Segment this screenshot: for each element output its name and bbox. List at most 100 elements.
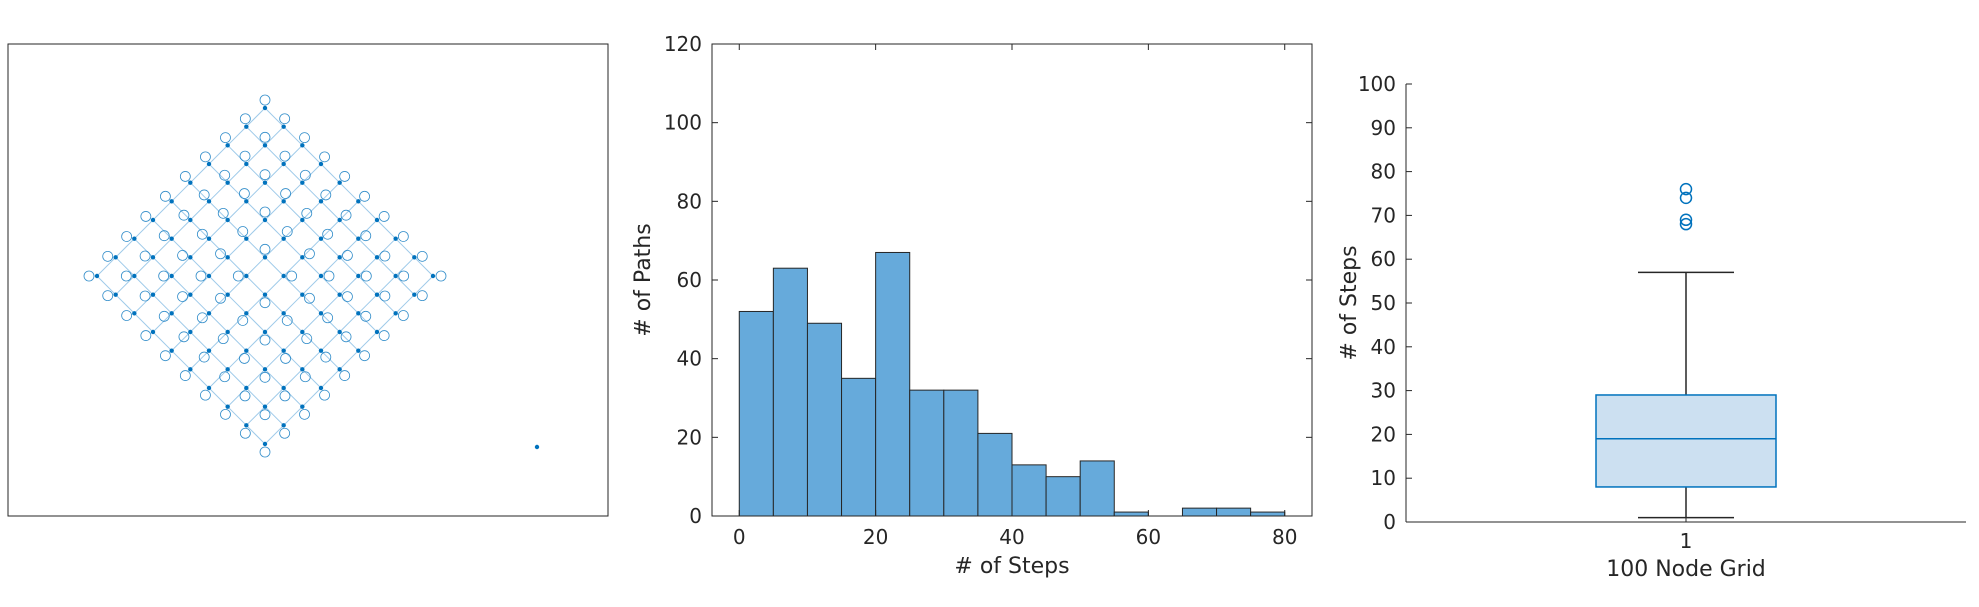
graph-edge (152, 312, 173, 333)
graph-edge (395, 256, 415, 277)
graph-edge (171, 219, 191, 240)
graph-node (225, 255, 230, 260)
graph-self-loop (220, 132, 231, 144)
graph-edge (227, 163, 247, 184)
graph-edge (245, 406, 266, 426)
graph-edge (357, 331, 378, 352)
graph-edge (320, 200, 341, 221)
graph-node (337, 255, 342, 260)
graph-node (150, 217, 156, 223)
graph-self-loop (320, 189, 332, 201)
graph-edge (264, 350, 285, 370)
histogram-bars (738, 251, 1286, 517)
graph-edge (301, 200, 322, 221)
graph-self-loop (359, 190, 370, 202)
graph-self-loop (279, 390, 291, 402)
graph-edge (96, 275, 117, 296)
histogram-y-tick-label: 20 (677, 425, 702, 449)
graph-node (132, 236, 137, 241)
graph-edge (227, 294, 247, 314)
graph-node (262, 404, 268, 409)
graph-edge (171, 312, 191, 333)
graph-node (262, 105, 268, 111)
graph-edge (245, 163, 266, 184)
histogram-y-tick-label: 100 (664, 111, 702, 135)
graph-edge (208, 294, 229, 314)
graph-edge (245, 350, 266, 370)
histogram-bar (909, 389, 945, 517)
graph-edge (283, 200, 303, 221)
graph-edge (301, 238, 322, 258)
boxplot-outlier (1679, 182, 1693, 196)
graph-edge (245, 182, 266, 202)
graph-node (244, 236, 249, 241)
graph-self-loop (259, 409, 271, 421)
graph-self-loop (238, 353, 250, 364)
graph-plot-frame (7, 43, 609, 517)
graph-self-loop (178, 331, 190, 343)
graph-edge (227, 238, 247, 258)
graph-node (150, 292, 156, 297)
graph-node (188, 367, 193, 372)
graph-node (300, 367, 305, 372)
graph-edge (301, 182, 322, 202)
graph-edge (152, 200, 173, 221)
histogram-bar (1181, 507, 1218, 517)
histogram-y-tick-label: 40 (677, 347, 702, 371)
graph-node (188, 180, 193, 185)
graph-self-loop (83, 270, 95, 282)
graph-node (281, 273, 286, 279)
boxplot-y-tick-label: 40 (1371, 335, 1396, 359)
graph-edge (264, 294, 285, 314)
graph-self-loop (323, 270, 335, 282)
graph-self-loop (239, 113, 251, 125)
graph-self-loop (239, 390, 251, 402)
graph-edge (395, 275, 415, 296)
graph-node (356, 348, 361, 353)
graph-edge (283, 126, 303, 146)
graph-edge (189, 200, 210, 221)
graph-edge (264, 406, 285, 426)
graph-node (300, 329, 305, 335)
graph-edge (264, 424, 285, 445)
histogram-x-ticks: 0 20 40 60 80 (733, 44, 1297, 549)
graph-self-loop (102, 290, 114, 302)
histogram-bar (738, 310, 774, 517)
graph-node (318, 385, 324, 391)
graph-self-loop (102, 250, 114, 262)
graph-self-loop (196, 228, 208, 240)
graph-node (356, 236, 361, 241)
graph-edge (208, 312, 229, 333)
graph-edge (208, 331, 229, 352)
graph-self-loop (319, 389, 330, 401)
graph-node (262, 180, 268, 185)
graph-edge (264, 219, 285, 240)
histogram-bar (1250, 511, 1286, 517)
graph-node (169, 348, 174, 353)
graph-self-loop (322, 228, 334, 240)
graph-self-loop (398, 270, 410, 282)
graph-node (262, 367, 268, 372)
graph-node (225, 404, 230, 409)
graph-node (262, 143, 268, 148)
graph-node (225, 143, 230, 148)
graph-edge (245, 238, 266, 258)
graph-edge (208, 387, 229, 408)
graph-edge (245, 294, 266, 314)
graph-self-loop (360, 270, 372, 282)
graph-node (374, 255, 380, 260)
graph-self-loop (342, 249, 353, 261)
graph-self-loop (178, 209, 190, 221)
graph-edge (320, 368, 341, 389)
graph-node (393, 273, 398, 279)
histogram-bar (1079, 460, 1115, 517)
boxplot-y-tick-label: 70 (1371, 203, 1396, 227)
graph-node (113, 255, 118, 260)
graph-edge (245, 126, 266, 146)
graph-edge (245, 107, 266, 128)
boxplot-panel: 0 10 20 30 40 50 60 70 80 90 100 1 100 Node Grid #… (1337, 72, 1966, 582)
graph-self-loop (198, 189, 210, 201)
graph-edge (283, 219, 303, 240)
graph-self-loop (322, 312, 334, 324)
histogram-y-ticks: 0 20 40 60 80 100 120 (664, 32, 1312, 528)
